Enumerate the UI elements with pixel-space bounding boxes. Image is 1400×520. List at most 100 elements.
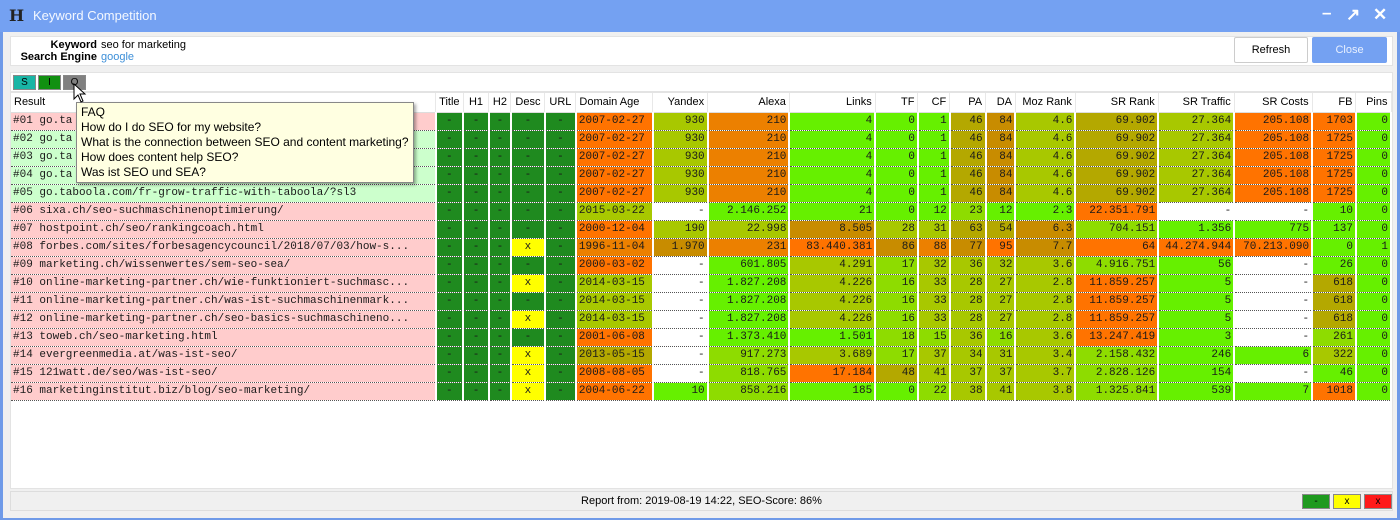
desc-check-cell: -	[510, 166, 546, 185]
result-url[interactable]: #14 evergreenmedia.at/was-ist-seo/	[11, 346, 437, 365]
search-engine-value[interactable]: google	[101, 51, 135, 63]
pins-cell: 0	[1355, 166, 1392, 185]
title-check-cell: -	[435, 310, 465, 329]
result-url[interactable]: #06 sixa.ch/seo-suchmaschinenoptimierung…	[11, 202, 437, 221]
result-url[interactable]: #16 marketinginstitut.biz/blog/seo-marke…	[11, 382, 437, 401]
alexa-cell: 210	[707, 130, 791, 149]
result-url[interactable]: #10 online-marketing-partner.ch/wie-funk…	[11, 274, 437, 293]
alexa-cell: 231	[707, 238, 791, 257]
yandex-cell: -	[652, 292, 709, 311]
fb-cell: 618	[1312, 292, 1357, 311]
fb-cell: 1725	[1312, 166, 1357, 185]
h1-check-cell: -	[463, 382, 490, 401]
result-url[interactable]: #15 121watt.de/seo/was-ist-seo/	[11, 364, 437, 383]
table-row[interactable]: #14 evergreenmedia.at/was-ist-seo/- - - x -2…	[11, 346, 1392, 365]
column-header-sr-traffic[interactable]: SR Traffic	[1158, 93, 1235, 113]
result-url[interactable]: #11 online-marketing-partner.ch/was-ist-…	[11, 292, 437, 311]
column-header-moz-rank[interactable]: Moz Rank	[1015, 93, 1076, 113]
desc-check-cell: x	[510, 274, 546, 293]
table-row[interactable]: #09 marketing.ch/wissenwertes/sem-seo-se…	[11, 256, 1392, 275]
column-header-domain-age[interactable]: Domain Age	[575, 93, 654, 113]
column-header-url[interactable]: URL	[544, 93, 577, 113]
result-url[interactable]: #09 marketing.ch/wissenwertes/sem-seo-se…	[11, 256, 437, 275]
column-header-pa[interactable]: PA	[949, 93, 987, 113]
column-header-h2[interactable]: H2	[488, 93, 512, 113]
table-row[interactable]: #07 hostpoint.ch/seo/rankingcoach.html - -…	[11, 220, 1392, 239]
minimize-icon[interactable]: –	[1322, 3, 1332, 22]
sr-costs-cell: 205.108	[1234, 148, 1314, 167]
h1-check-cell: -	[463, 256, 490, 275]
url-check-cell: -	[544, 220, 577, 239]
refresh-button[interactable]: Refresh	[1234, 37, 1308, 63]
da-cell: 84	[985, 130, 1017, 149]
pins-cell: 0	[1355, 112, 1392, 131]
column-header-yandex[interactable]: Yandex	[652, 93, 709, 113]
table-row[interactable]: #15 121watt.de/seo/was-ist-seo/- - - x -2008…	[11, 364, 1392, 383]
alexa-cell: 917.273	[707, 346, 791, 365]
sr-rank-cell: 22.351.791	[1075, 202, 1160, 221]
result-url[interactable]: #05 go.taboola.com/fr-grow-traffic-with-…	[11, 184, 437, 203]
column-header-fb[interactable]: FB	[1312, 93, 1357, 113]
table-row[interactable]: #08 forbes.com/sites/forbesagencycouncil…	[11, 238, 1392, 257]
domain-age-cell: 2001-06-08	[575, 328, 654, 347]
result-url[interactable]: #08 forbes.com/sites/forbesagencycouncil…	[11, 238, 437, 257]
url-check-cell: -	[544, 112, 577, 131]
tooltip-faq-item: How does content help SEO?	[81, 150, 239, 164]
moz-rank-cell: 7.7	[1015, 238, 1077, 257]
fb-cell: 26	[1312, 256, 1357, 275]
maximize-icon[interactable]: ↗	[1346, 5, 1361, 24]
seo-filter-button[interactable]: S	[13, 75, 36, 90]
pins-cell: 0	[1355, 184, 1392, 203]
column-header-pins[interactable]: Pins	[1355, 93, 1392, 113]
legend-ok: -	[1302, 494, 1330, 509]
column-header-sr-costs[interactable]: SR Costs	[1234, 93, 1313, 113]
result-url[interactable]: #12 online-marketing-partner.ch/seo-basi…	[11, 310, 437, 329]
legend-warning: x	[1333, 494, 1361, 509]
sr-traffic-cell: 5	[1158, 310, 1236, 329]
info-filter-button[interactable]: I	[38, 75, 61, 90]
table-row[interactable]: #11 online-marketing-partner.ch/was-ist-…	[11, 292, 1392, 311]
keyword-value: seo for marketing	[101, 39, 186, 51]
pins-cell: 0	[1355, 382, 1392, 401]
table-row[interactable]: #05 go.taboola.com/fr-grow-traffic-with-…	[11, 184, 1392, 203]
cf-cell: 33	[917, 292, 951, 311]
column-header-tf[interactable]: TF	[875, 93, 919, 113]
column-header-desc[interactable]: Desc	[510, 93, 546, 113]
table-row[interactable]: #10 online-marketing-partner.ch/wie-funk…	[11, 274, 1392, 293]
sr-traffic-cell: 539	[1158, 382, 1236, 401]
links-cell: 83.440.381	[789, 238, 877, 257]
sr-rank-cell: 69.902	[1075, 112, 1160, 131]
fb-cell: 1725	[1312, 148, 1357, 167]
column-header-da[interactable]: DA	[985, 93, 1016, 113]
h2-check-cell: -	[488, 256, 512, 275]
column-header-cf[interactable]: CF	[917, 93, 951, 113]
title-check-cell: -	[435, 130, 465, 149]
close-button[interactable]: Close	[1312, 37, 1387, 63]
sr-traffic-cell: 27.364	[1158, 166, 1236, 185]
url-check-cell: -	[544, 328, 577, 347]
column-header-links[interactable]: Links	[789, 93, 876, 113]
column-header-title[interactable]: Title	[435, 93, 464, 113]
table-row[interactable]: #13 toweb.ch/seo-marketing.html - - - - -2001…	[11, 328, 1392, 347]
column-header-alexa[interactable]: Alexa	[707, 93, 790, 113]
column-header-h1[interactable]: H1	[463, 93, 490, 113]
fb-cell: 618	[1312, 310, 1357, 329]
title-check-cell: -	[435, 364, 465, 383]
table-row[interactable]: #16 marketinginstitut.biz/blog/seo-marke…	[11, 382, 1392, 401]
table-row[interactable]: #06 sixa.ch/seo-suchmaschinenoptimierung…	[11, 202, 1392, 221]
table-row[interactable]: #12 online-marketing-partner.ch/seo-basi…	[11, 310, 1392, 329]
fb-cell: 618	[1312, 274, 1357, 293]
cf-cell: 32	[917, 256, 951, 275]
pa-cell: 28	[949, 310, 987, 329]
pa-cell: 46	[949, 184, 987, 203]
sr-rank-cell: 64	[1075, 238, 1160, 257]
links-cell: 4.226	[789, 292, 877, 311]
close-icon[interactable]: ✕	[1373, 5, 1388, 24]
result-url[interactable]: #07 hostpoint.ch/seo/rankingcoach.html	[11, 220, 437, 239]
result-url[interactable]: #13 toweb.ch/seo-marketing.html	[11, 328, 437, 347]
da-cell: 32	[985, 256, 1017, 275]
sr-traffic-cell: 1.356	[1158, 220, 1236, 239]
url-check-cell: -	[544, 238, 577, 257]
column-header-sr-rank[interactable]: SR Rank	[1075, 93, 1159, 113]
links-cell: 4	[789, 112, 877, 131]
